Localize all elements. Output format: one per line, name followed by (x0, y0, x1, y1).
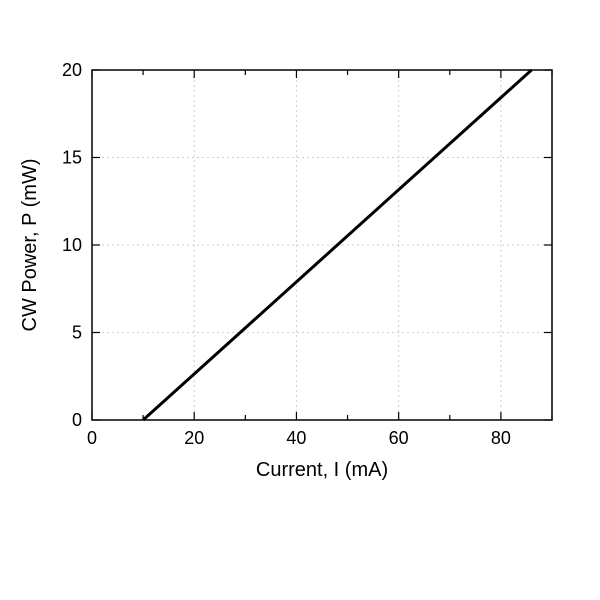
svg-text:0: 0 (87, 428, 97, 448)
svg-text:10: 10 (62, 235, 82, 255)
svg-text:60: 60 (389, 428, 409, 448)
line-chart: 0 20 40 60 80 0 5 10 15 20 Current, I (mA) CW Power… (0, 0, 600, 600)
svg-text:20: 20 (184, 428, 204, 448)
chart-container: 0 20 40 60 80 0 5 10 15 20 Current, I (mA) CW Power… (0, 0, 600, 600)
x-axis-label: Current, I (mA) (256, 459, 388, 481)
svg-text:15: 15 (62, 148, 82, 168)
svg-text:20: 20 (62, 60, 82, 80)
y-axis-label: CW Power, P (mW) (19, 159, 41, 332)
svg-text:5: 5 (72, 323, 82, 343)
svg-text:40: 40 (286, 428, 306, 448)
svg-text:0: 0 (72, 410, 82, 430)
svg-text:80: 80 (491, 428, 511, 448)
